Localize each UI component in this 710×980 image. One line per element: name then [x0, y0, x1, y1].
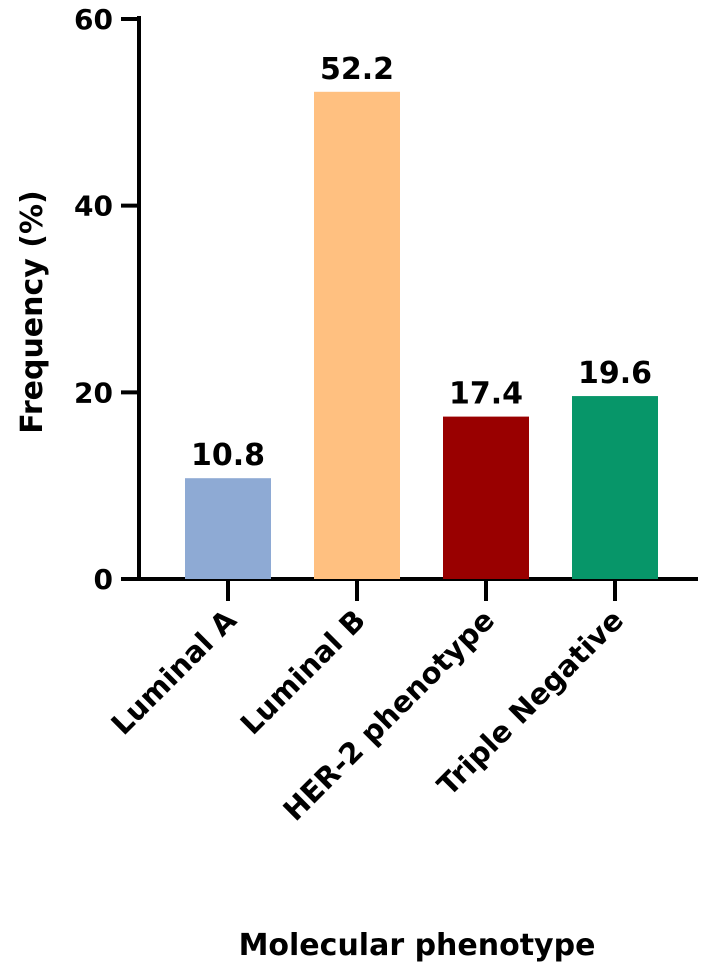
- data-label: 17.4: [449, 377, 523, 412]
- x-tick-label: Luminal B: [234, 603, 372, 741]
- y-tick-label: 20: [74, 376, 113, 409]
- data-label: 19.6: [578, 356, 652, 391]
- data-label: 52.2: [320, 52, 394, 87]
- y-ticks: 0 20 40 60: [74, 3, 139, 596]
- bar: [314, 91, 400, 580]
- x-axis-title: Molecular phenotype: [239, 928, 596, 963]
- bars: 10.8 52.2 17.4 19.6: [185, 52, 658, 580]
- x-tick-label: HER-2 phenotype: [276, 603, 501, 828]
- y-tick-label: 40: [74, 190, 113, 223]
- y-tick-label: 60: [74, 3, 113, 36]
- y-tick-label: 0: [94, 563, 113, 596]
- y-axis-title: Frequency (%): [15, 190, 50, 434]
- bar: [572, 396, 658, 579]
- bar: [443, 416, 529, 579]
- bar: [185, 478, 271, 579]
- data-label: 10.8: [191, 438, 265, 473]
- x-tick-label: Luminal A: [104, 603, 243, 742]
